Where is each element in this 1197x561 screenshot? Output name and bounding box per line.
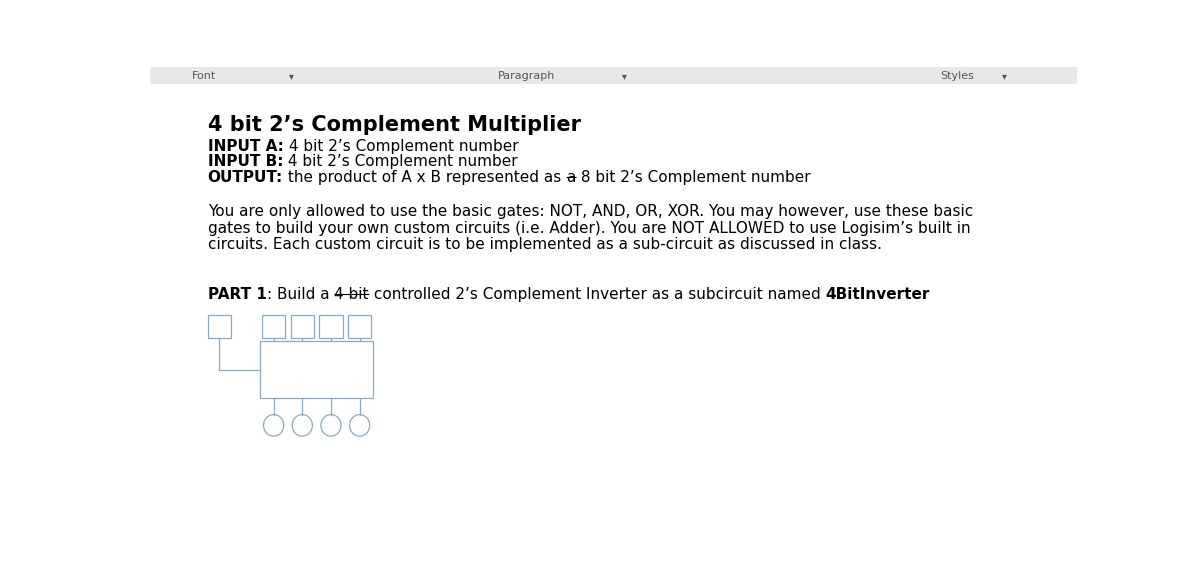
Text: controlled 2’s Complement Inverter as a subcircuit named: controlled 2’s Complement Inverter as a … — [369, 287, 825, 302]
Text: a: a — [566, 170, 576, 185]
Text: Paragraph: Paragraph — [498, 71, 555, 81]
Text: 4 bit 2’s Complement Multiplier: 4 bit 2’s Complement Multiplier — [208, 115, 581, 135]
Ellipse shape — [321, 415, 341, 436]
Text: 8 bit 2’s Complement number: 8 bit 2’s Complement number — [576, 170, 810, 185]
Text: ▾: ▾ — [290, 71, 294, 81]
Text: gates to build your own custom circuits (i.e. Adder). You are NOT ALLOWED to use: gates to build your own custom circuits … — [208, 221, 971, 236]
Bar — [150, 67, 1077, 84]
Bar — [291, 315, 314, 338]
Text: circuits. Each custom circuit is to be implemented as a sub-circuit as discussed: circuits. Each custom circuit is to be i… — [208, 237, 882, 252]
Text: ▾: ▾ — [622, 71, 627, 81]
Text: INPUT A:: INPUT A: — [208, 139, 284, 154]
Text: PART 1: PART 1 — [208, 287, 267, 302]
Bar — [262, 315, 285, 338]
Text: INPUT B:: INPUT B: — [208, 154, 284, 169]
Text: 4 bit: 4 bit — [334, 287, 369, 302]
Text: ▾: ▾ — [1002, 71, 1007, 81]
Ellipse shape — [292, 415, 312, 436]
Text: : Build a: : Build a — [267, 287, 334, 302]
Text: You are only allowed to use the basic gates: NOT, AND, OR, XOR. You may however,: You are only allowed to use the basic ga… — [208, 204, 973, 219]
Text: 4 bit 2’s Complement number: 4 bit 2’s Complement number — [284, 139, 518, 154]
Bar — [320, 315, 342, 338]
Text: 4BitInverter: 4BitInverter — [825, 287, 930, 302]
Bar — [348, 315, 371, 338]
Bar — [208, 315, 231, 338]
Text: OUTPUT:: OUTPUT: — [208, 170, 282, 185]
Ellipse shape — [350, 415, 370, 436]
Text: Styles: Styles — [940, 71, 974, 81]
Text: 4 bit 2’s Complement number: 4 bit 2’s Complement number — [284, 154, 518, 169]
Bar — [261, 341, 372, 398]
Text: the product of A x B represented as: the product of A x B represented as — [282, 170, 566, 185]
Ellipse shape — [263, 415, 284, 436]
Text: Font: Font — [193, 71, 217, 81]
